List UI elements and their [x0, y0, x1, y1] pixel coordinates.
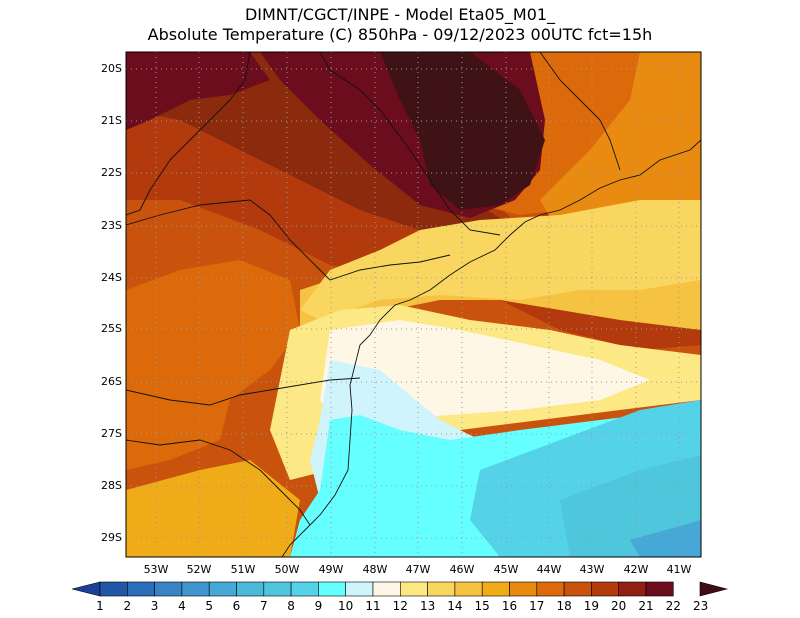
lat-label-28s: 28S: [101, 479, 122, 492]
state-border-mg-es: [539, 52, 621, 171]
colorbar-cell: [454, 581, 483, 597]
plot-frame: [125, 51, 702, 558]
lon-label-50w: 50W: [274, 563, 300, 576]
colorbar-label: 21: [638, 599, 654, 613]
state-border-sc-rs: [126, 439, 311, 526]
lat-label-22s: 22S: [101, 166, 122, 179]
colorbar-cell: [208, 581, 237, 597]
field-sky: [630, 520, 701, 557]
colorbar-label: 15: [474, 599, 490, 613]
map-title-line1: DIMNT/CGCT/INPE - Model Eta05_M01_: [244, 5, 556, 24]
lon-label-44w: 44W: [536, 563, 562, 576]
colorbar-cell: [372, 581, 401, 597]
colorbar-cell: [481, 581, 510, 597]
coastline: [281, 139, 701, 557]
colorbar-cell: [509, 581, 538, 597]
temperature-field: [126, 52, 701, 557]
state-border-pr-sc: [126, 377, 361, 406]
colorbar-cell: [290, 581, 319, 597]
lon-label-52w: 52W: [186, 563, 212, 576]
colorbar-label: 5: [205, 599, 213, 613]
colorbar-label: 9: [314, 599, 323, 613]
colorbar-label: 16: [501, 599, 518, 613]
colorbar-cell: [318, 581, 346, 597]
colorbar-label: 13: [419, 599, 436, 613]
lon-label-43w: 43W: [579, 563, 605, 576]
lat-label-20s: 20S: [101, 62, 122, 75]
colorbar-cell: [127, 581, 155, 597]
field-gold-sw: [126, 460, 300, 557]
colorbar-label: 17: [529, 599, 545, 613]
colorbar-cell: [536, 581, 565, 597]
map-title-line2: Absolute Temperature (C) 850hPa - 09/12/…: [147, 25, 653, 44]
colorbar-right-arrow: [699, 581, 729, 597]
state-border-mg-sp: [319, 52, 501, 236]
colorbar-cell: [263, 581, 292, 597]
colorbar-label: 19: [583, 599, 600, 613]
colorbar-label: 2: [123, 599, 132, 613]
colorbar-cell: [345, 581, 374, 597]
colorbar-label: 11: [365, 599, 381, 613]
colorbar-cell: [618, 581, 647, 597]
lon-label-46w: 46W: [449, 563, 475, 576]
colorbar-cell: [591, 581, 620, 597]
state-border-sp-pr: [126, 199, 451, 281]
colorbar-label: 14: [447, 599, 463, 613]
colorbar-cell: [181, 581, 210, 597]
lon-label-51w: 51W: [230, 563, 256, 576]
colorbar-cell: [427, 581, 456, 597]
field-deep-core: [380, 52, 545, 210]
lon-label-47w: 47W: [405, 563, 431, 576]
gridlines: [126, 52, 701, 557]
colorbar-label: 3: [150, 599, 159, 613]
lat-label-26s: 26S: [101, 375, 122, 388]
colorbar-cell: [399, 581, 428, 597]
colorbar-cell: [645, 581, 674, 597]
lat-label-24s: 24S: [101, 271, 122, 284]
state-border-ms-sp: [126, 52, 251, 216]
field-orange-sw: [126, 260, 300, 470]
lat-label-21s: 21S: [101, 114, 122, 127]
colorbar-label: 4: [178, 599, 186, 613]
colorbar-label: 18: [556, 599, 572, 613]
colorbar-label: 10: [338, 599, 354, 613]
field-yellow: [300, 200, 701, 320]
lat-label-25s: 25S: [101, 322, 122, 335]
colorbar-cell: [563, 581, 592, 597]
colorbar: [71, 581, 729, 597]
lon-label-49w: 49W: [318, 563, 344, 576]
colorbar-label: 20: [611, 599, 627, 613]
colorbar-cell: [236, 581, 265, 597]
lon-label-42w: 42W: [623, 563, 649, 576]
lon-label-53w: 53W: [143, 563, 169, 576]
colorbar-label: 7: [259, 599, 268, 613]
coastline-and-borders: [126, 52, 701, 557]
lon-label-48w: 48W: [362, 563, 388, 576]
lat-label-27s: 27S: [101, 427, 122, 440]
colorbar-label: 12: [392, 599, 408, 613]
lat-label-23s: 23S: [101, 219, 122, 232]
colorbar-cell: [99, 581, 128, 597]
lon-label-45w: 45W: [493, 563, 519, 576]
lon-label-41w: 41W: [666, 563, 692, 576]
lat-label-29s: 29S: [101, 531, 122, 544]
colorbar-cell: [154, 581, 183, 597]
colorbar-label: 23: [692, 599, 709, 613]
colorbar-left-arrow: [71, 581, 101, 597]
colorbar-label: 22: [665, 599, 681, 613]
colorbar-label: 1: [96, 599, 104, 613]
colorbar-label: 8: [287, 599, 295, 613]
field-maroon-nw: [126, 52, 270, 130]
colorbar-label: 6: [232, 599, 241, 613]
